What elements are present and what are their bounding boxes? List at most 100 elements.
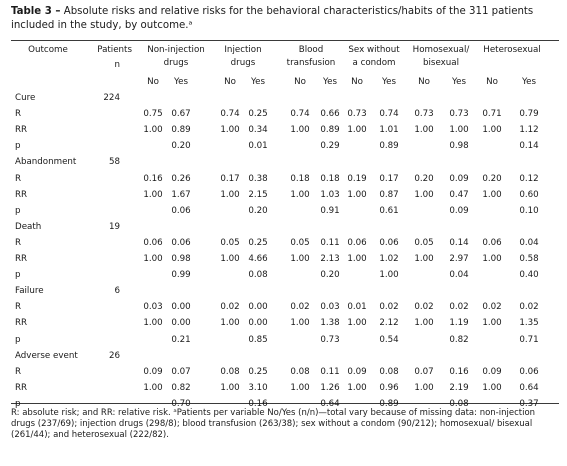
table-cell: 0.71	[519, 334, 539, 345]
table-cell: 1.00	[379, 270, 399, 281]
table-cell: 1.00	[143, 254, 163, 264]
table-cell: 0.64	[519, 382, 539, 393]
table-cell: 0.14	[449, 237, 469, 248]
table-cell: 0.00	[248, 302, 268, 313]
table-cell: 1.00	[220, 318, 240, 329]
table-cell: 1.00	[347, 125, 367, 136]
table-cell: 1.02	[379, 254, 399, 264]
outcome-header: Outcome	[28, 45, 68, 55]
table-cell: 2.19	[449, 382, 469, 393]
table-cell: 1.00	[482, 189, 502, 200]
group-header-line1: Non-injection	[147, 45, 205, 55]
table-cell: 0.89	[171, 125, 191, 136]
group-header-line1: Homosexual/	[412, 45, 470, 55]
subheader-no: No	[351, 77, 363, 87]
group-header-line2: bisexual	[422, 58, 460, 68]
table-cell: 1.00	[290, 382, 310, 393]
table-cell: 0.20	[248, 205, 268, 216]
table-cell: 0.08	[220, 366, 240, 377]
patients-header: Patients	[97, 45, 132, 55]
table-cell: 0.87	[379, 189, 399, 200]
table-cell: 0.01	[248, 141, 268, 152]
table-cell: 4.66	[248, 254, 268, 264]
table-cell: 0.16	[143, 173, 163, 184]
table-cell: 0.09	[482, 366, 502, 377]
table-cell: 0.58	[519, 254, 539, 264]
table-cell: 1.00	[220, 382, 240, 393]
table-cell: 1.00	[347, 382, 367, 393]
table-cell: 0.73	[347, 109, 367, 120]
table-cell: 0.60	[519, 189, 539, 200]
measure-label: p	[15, 398, 21, 409]
table-cell: 2.97	[449, 254, 469, 264]
table-cell: 0.09	[449, 173, 469, 184]
outcome-name: Death	[15, 221, 42, 232]
table-cell: 0.11	[320, 237, 340, 248]
table-cell: 1.00	[143, 125, 163, 136]
table-cell: 0.02	[379, 302, 399, 313]
table-cell: 0.02	[414, 302, 434, 313]
measure-label: R	[15, 109, 22, 120]
table-cell: 0.79	[519, 109, 539, 120]
table-cell: 0.08	[379, 366, 399, 377]
table-cell: 0.18	[290, 173, 310, 184]
patients-count: 58	[108, 157, 120, 168]
table-cell: 0.74	[220, 109, 240, 120]
measure-label: R	[15, 366, 22, 377]
table-cell: 0.00	[171, 302, 191, 313]
table-cell: 1.00	[220, 189, 240, 200]
table-cell: 0.05	[220, 237, 240, 248]
table-cell: 0.71	[482, 109, 502, 120]
measure-label: p	[15, 141, 21, 152]
patients-count: 6	[114, 286, 120, 297]
table-cell: 0.25	[248, 366, 268, 377]
table-cell: 1.35	[519, 318, 539, 329]
table-cell: 0.66	[320, 109, 340, 120]
table-cell: 0.05	[290, 237, 310, 248]
subheader-yes: Yes	[381, 77, 397, 87]
measure-label: p	[15, 205, 21, 216]
group-header-line2: a condom	[352, 58, 396, 68]
table-cell: 0.98	[449, 141, 469, 152]
table-cell: 0.16	[449, 366, 469, 377]
table-cell: 0.61	[379, 205, 399, 216]
table-cell: 3.10	[248, 382, 268, 393]
table-cell: 0.21	[171, 334, 191, 345]
measure-label: RR	[15, 125, 28, 136]
patients-count: 26	[108, 350, 120, 361]
table-cell: 0.34	[248, 125, 268, 136]
outcome-name: Abandonment	[15, 157, 77, 168]
outcome-name: Failure	[15, 286, 44, 297]
table-cell: 1.00	[347, 189, 367, 200]
table-cell: 1.00	[482, 382, 502, 393]
table-cell: 0.00	[171, 318, 191, 329]
table-cell: 1.00	[482, 318, 502, 329]
table-cell: 0.09	[449, 205, 469, 216]
table-cell: 1.12	[519, 125, 539, 136]
table-cell: 0.11	[320, 366, 340, 377]
table-cell: 0.40	[519, 270, 539, 281]
table-cell: 0.03	[320, 302, 340, 313]
table-cell: 0.91	[320, 205, 340, 216]
table-cell: 0.73	[320, 334, 340, 345]
table-cell: 1.00	[290, 189, 310, 200]
table-cell: 0.02	[519, 302, 539, 313]
table-cell: 1.00	[347, 318, 367, 329]
table-cell: 0.04	[449, 270, 469, 281]
table-cell: 1.00	[449, 125, 469, 136]
table-cell: 0.01	[347, 302, 367, 313]
table-cell: 0.73	[414, 109, 434, 120]
table-cell: 0.89	[379, 398, 399, 409]
table-cell: 0.38	[248, 173, 268, 184]
measure-label: RR	[15, 318, 28, 329]
measure-label: p	[15, 270, 21, 281]
table-cell: 1.26	[320, 382, 340, 393]
table-cell: 0.06	[171, 237, 191, 248]
table-cell: 0.89	[320, 125, 340, 136]
subheader-no: No	[418, 77, 430, 87]
table-cell: 0.17	[220, 173, 240, 184]
group-header-line2: transfusion	[286, 58, 336, 68]
table-cell: 0.47	[449, 189, 469, 200]
table-cell: 0.73	[449, 109, 469, 120]
